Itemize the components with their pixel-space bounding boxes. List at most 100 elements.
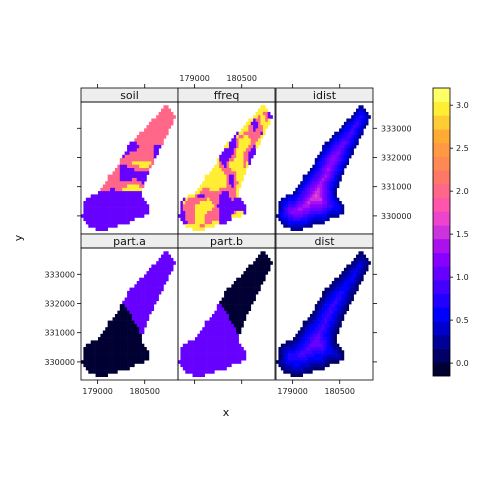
raster-cell: [209, 224, 213, 228]
raster-cell: [88, 350, 92, 354]
raster-cell: [209, 187, 213, 192]
raster-cell: [309, 224, 313, 228]
raster-cell: [190, 363, 193, 368]
raster-cell: [85, 220, 89, 225]
raster-cell: [326, 207, 330, 212]
raster-cell: [231, 144, 235, 149]
raster-cell: [346, 281, 350, 285]
raster-cell: [117, 168, 121, 172]
raster-cell: [190, 360, 193, 364]
raster-cell: [292, 191, 296, 195]
raster-cell: [158, 125, 162, 129]
raster-cell: [93, 350, 96, 354]
raster-cell: [270, 115, 273, 119]
raster-cell: [93, 347, 96, 351]
raster-cell: [290, 347, 294, 351]
raster-cell: [204, 224, 208, 228]
raster-cell: [309, 323, 313, 328]
raster-cell: [260, 121, 264, 126]
raster-cell: [194, 204, 198, 208]
raster-cell: [307, 347, 311, 351]
raster-cell: [105, 347, 108, 351]
raster-cell: [314, 333, 318, 338]
raster-cell: [226, 197, 230, 202]
raster-cell: [292, 220, 296, 225]
raster-cell: [90, 360, 94, 364]
raster-cell: [209, 210, 213, 215]
raster-cell: [219, 317, 222, 321]
raster-cell: [107, 184, 111, 189]
raster-cell: [119, 340, 123, 344]
raster-cell: [336, 294, 340, 298]
raster-cell: [324, 194, 328, 198]
raster-cell: [358, 251, 362, 255]
raster-cell: [93, 210, 96, 215]
raster-cell: [280, 360, 284, 364]
raster-cell: [161, 118, 164, 123]
raster-cell: [326, 144, 330, 149]
raster-cell: [341, 297, 345, 302]
raster-cell: [331, 297, 335, 302]
raster-cell: [317, 177, 320, 182]
raster-cell: [238, 300, 242, 305]
raster-cell: [233, 135, 237, 139]
raster-cell: [329, 356, 333, 361]
raster-cell: [346, 144, 350, 149]
raster-cell: [131, 314, 135, 318]
raster-cell: [134, 154, 138, 159]
raster-cell: [124, 168, 128, 172]
raster-cell: [324, 154, 328, 159]
raster-cell: [163, 131, 167, 136]
y-tick-label: 331000: [381, 183, 412, 192]
raster-cell: [211, 317, 215, 321]
raster-cell: [300, 184, 303, 189]
raster-cell: [253, 121, 256, 126]
raster-cell: [309, 314, 313, 318]
raster-cell: [139, 343, 142, 348]
raster-cell: [219, 330, 222, 335]
raster-cell: [339, 158, 342, 162]
raster-cell: [182, 356, 186, 361]
raster-cell: [139, 161, 142, 165]
raster-cell: [95, 363, 99, 368]
raster-cell: [127, 327, 130, 331]
raster-cell: [102, 201, 106, 205]
raster-cell: [207, 177, 210, 182]
raster-cell: [300, 353, 303, 358]
raster-cell: [297, 201, 301, 205]
raster-cell: [199, 207, 203, 212]
raster-cell: [194, 363, 198, 368]
raster-cell: [112, 366, 116, 371]
raster-cell: [317, 337, 320, 341]
raster-cell: [112, 224, 116, 228]
raster-cell: [324, 141, 328, 146]
raster-cell: [153, 121, 157, 126]
raster-cell: [331, 174, 335, 179]
raster-cell: [233, 294, 237, 298]
raster-cell: [305, 320, 308, 325]
raster-cell: [117, 320, 121, 325]
raster-cell: [324, 333, 328, 338]
raster-cell: [307, 224, 311, 228]
raster-cell: [300, 201, 303, 205]
raster-cell: [319, 340, 323, 344]
raster-cell: [107, 204, 111, 208]
raster-cell: [144, 323, 147, 328]
raster-cell: [356, 138, 359, 142]
raster-cell: [144, 210, 147, 215]
raster-cell: [297, 363, 301, 368]
raster-cell: [134, 177, 138, 182]
raster-cell: [209, 366, 213, 371]
raster-cell: [324, 314, 328, 318]
raster-cell: [228, 300, 232, 305]
raster-cell: [334, 168, 337, 172]
raster-cell: [314, 363, 318, 368]
raster-cell: [165, 261, 169, 265]
raster-cell: [153, 290, 157, 295]
raster-cell: [148, 274, 152, 278]
raster-cell: [199, 363, 203, 368]
raster-cell: [131, 171, 135, 175]
raster-cell: [226, 327, 230, 331]
raster-cell: [144, 300, 147, 305]
raster-cell: [110, 337, 113, 341]
